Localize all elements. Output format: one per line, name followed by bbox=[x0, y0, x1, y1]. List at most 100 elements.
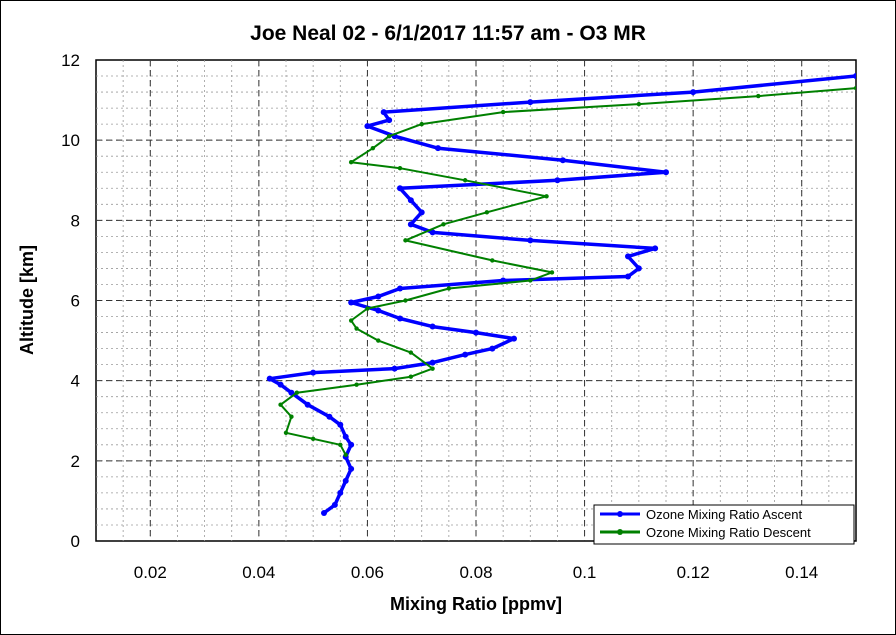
y-tick-label: 8 bbox=[71, 211, 80, 230]
descent-point bbox=[544, 194, 549, 199]
ascent-point bbox=[625, 253, 631, 260]
descent-point bbox=[549, 270, 555, 275]
legend-marker-ascent bbox=[617, 511, 623, 517]
legend-label-ascent: Ozone Mixing Ratio Ascent bbox=[646, 507, 802, 522]
descent-point bbox=[853, 85, 856, 91]
ascent-point bbox=[429, 323, 436, 330]
descent-point bbox=[376, 338, 381, 343]
ascent-point bbox=[500, 277, 507, 284]
descent-point bbox=[338, 442, 343, 447]
descent-point bbox=[756, 93, 761, 99]
descent-point bbox=[354, 382, 359, 387]
ascent-point bbox=[277, 381, 284, 388]
ascent-point bbox=[266, 375, 273, 382]
y-tick-label: 10 bbox=[61, 131, 80, 150]
ascent-point bbox=[348, 299, 355, 306]
y-tick-label: 0 bbox=[71, 532, 80, 551]
x-tick-label: 0.06 bbox=[351, 563, 384, 582]
ascent-point bbox=[625, 273, 631, 280]
descent-point bbox=[310, 436, 316, 441]
ascent-point bbox=[407, 197, 414, 204]
descent-point bbox=[294, 390, 300, 395]
x-tick-label: 0.14 bbox=[785, 563, 818, 582]
ascent-point bbox=[397, 315, 403, 322]
legend-label-descent: Ozone Mixing Ratio Descent bbox=[646, 525, 811, 540]
y-ticks: 0 2 4 6 8 10 12 bbox=[61, 51, 80, 551]
ascent-point bbox=[391, 365, 398, 372]
ascent-point bbox=[326, 413, 333, 420]
descent-point bbox=[354, 326, 359, 331]
descent-point bbox=[403, 238, 408, 243]
ascent-point bbox=[559, 157, 566, 164]
x-tick-label: 0.12 bbox=[677, 563, 710, 582]
ascent-point bbox=[310, 369, 317, 376]
ascent-point bbox=[527, 237, 534, 244]
ascent-point bbox=[348, 465, 355, 472]
ascent-point bbox=[853, 73, 856, 80]
ascent-point bbox=[527, 99, 534, 106]
ascent-point bbox=[690, 89, 697, 96]
y-tick-label: 2 bbox=[71, 452, 80, 471]
chart-title: Joe Neal 02 - 6/1/2017 11:57 am - O3 MR bbox=[250, 22, 646, 45]
ascent-point bbox=[288, 389, 295, 396]
ascent-point bbox=[635, 265, 642, 272]
ascent-point bbox=[511, 335, 517, 342]
x-tick-label: 0.02 bbox=[134, 563, 167, 582]
ascent-point bbox=[462, 351, 469, 358]
descent-point bbox=[348, 160, 354, 165]
ascent-point bbox=[304, 401, 311, 408]
x-ticks: 0.02 0.04 0.06 0.08 0.1 0.12 0.14 bbox=[134, 563, 819, 582]
x-tick-label: 0.04 bbox=[242, 563, 275, 582]
descent-point bbox=[528, 278, 533, 283]
descent-point bbox=[386, 133, 392, 139]
ascent-point bbox=[342, 433, 349, 440]
descent-point bbox=[430, 366, 435, 371]
descent-point bbox=[490, 258, 495, 263]
y-tick-label: 4 bbox=[71, 372, 80, 391]
x-tick-label: 0.08 bbox=[459, 563, 492, 582]
ascent-point bbox=[386, 117, 393, 124]
descent-point bbox=[278, 402, 283, 407]
legend: Ozone Mixing Ratio Ascent Ozone Mixing R… bbox=[593, 504, 855, 545]
descent-point bbox=[289, 414, 294, 419]
grid bbox=[96, 60, 856, 541]
y-tick-label: 6 bbox=[71, 292, 80, 311]
ascent-point bbox=[397, 285, 403, 292]
descent-point bbox=[365, 306, 370, 311]
descent-point bbox=[343, 452, 348, 458]
descent-point bbox=[500, 109, 506, 115]
ascent-point bbox=[473, 329, 479, 336]
ascent-point bbox=[337, 421, 344, 428]
ascent-point bbox=[489, 345, 496, 352]
legend-marker-descent bbox=[617, 529, 623, 535]
ascent-point bbox=[337, 489, 344, 496]
descent-point bbox=[370, 145, 376, 151]
ascent-point bbox=[663, 169, 669, 176]
legend-box bbox=[593, 504, 855, 545]
descent-point bbox=[348, 318, 354, 323]
descent-point bbox=[441, 222, 446, 227]
descent-line bbox=[279, 87, 856, 456]
ascent-point bbox=[342, 477, 349, 484]
ascent-point bbox=[321, 509, 327, 516]
y-axis-label: Altitude [km] bbox=[17, 245, 37, 355]
ascent-point bbox=[429, 229, 436, 236]
descent-point bbox=[403, 298, 408, 303]
descent-point bbox=[408, 350, 414, 355]
ascent-point bbox=[375, 307, 382, 314]
descent-point bbox=[283, 430, 289, 435]
descent-point bbox=[636, 101, 642, 107]
ascent-point bbox=[435, 145, 441, 152]
ascent-point bbox=[554, 177, 561, 184]
descent-point bbox=[446, 286, 452, 291]
ascent-point bbox=[652, 245, 659, 252]
ascent-point bbox=[380, 109, 387, 116]
ascent-point bbox=[407, 221, 414, 228]
ascent-point bbox=[397, 185, 403, 192]
ascent-point bbox=[375, 293, 382, 300]
descent-point bbox=[484, 210, 490, 215]
series-layer bbox=[266, 73, 856, 516]
y-tick-label: 12 bbox=[61, 51, 80, 70]
ascent-point bbox=[429, 359, 436, 366]
